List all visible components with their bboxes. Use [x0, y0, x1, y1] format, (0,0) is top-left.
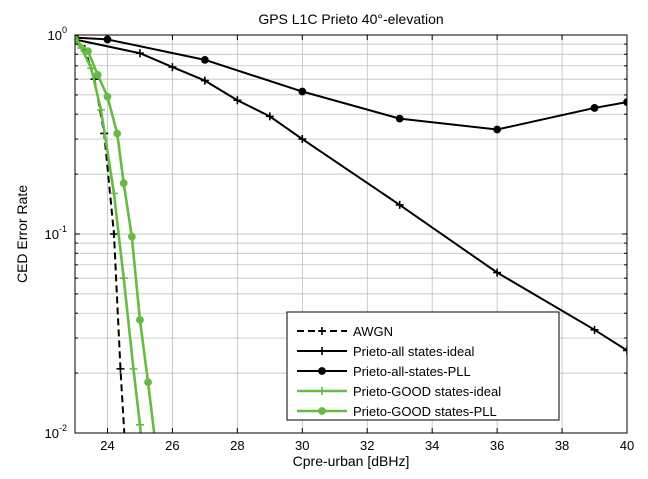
plus-marker [135, 420, 144, 429]
y-tick-label: 10-2 [45, 423, 67, 441]
x-tick-label: 30 [295, 438, 309, 453]
x-tick-label: 24 [100, 438, 114, 453]
plus-marker [590, 325, 599, 334]
plus-marker [318, 387, 326, 395]
plus-marker [129, 364, 138, 373]
plus-marker [265, 112, 274, 121]
legend-label: AWGN [353, 324, 393, 339]
dot-marker [119, 179, 128, 188]
plus-marker [318, 347, 326, 355]
plus-marker [200, 76, 209, 85]
dot-marker [84, 47, 92, 56]
dot-marker [144, 378, 152, 387]
dot-marker [318, 367, 326, 375]
plus-marker [119, 274, 128, 283]
plus-marker [96, 105, 105, 114]
y-axis-label: CED Error Rate [14, 185, 30, 283]
series-line [75, 38, 156, 433]
legend: AWGN Prieto-all states-ideal Prieto-all-st… [286, 311, 560, 421]
plus-marker [109, 189, 118, 198]
series-line [75, 36, 627, 131]
x-tick-label: 28 [230, 438, 244, 453]
legend-entry: AWGN [297, 324, 393, 339]
legend-entry: Prieto-GOOD states-ideal [297, 384, 501, 399]
dot-marker [493, 125, 502, 134]
dot-marker [103, 92, 112, 101]
x-tick-labels: 24 26 28 30 32 34 36 38 40 [100, 438, 634, 453]
plus-marker [493, 268, 502, 277]
y-tick-label: 10-1 [45, 224, 67, 242]
plus-marker [168, 63, 177, 72]
dot-marker [200, 55, 209, 64]
series-layer [75, 35, 627, 433]
x-tick-label: 38 [555, 438, 569, 453]
dot-marker [590, 104, 599, 112]
dot-marker [298, 87, 307, 96]
plus-marker [298, 135, 307, 144]
plus-marker [116, 364, 125, 373]
chart-title: GPS L1C Prieto 40°-elevation [258, 11, 443, 27]
dot-marker [318, 407, 326, 415]
y-tick-label: 100 [48, 25, 67, 43]
y-tick-labels: 100 10-1 10-2 [45, 25, 67, 441]
legend-label: Prieto-GOOD states-ideal [353, 384, 501, 399]
legend-entry: Prieto-GOOD states-PLL [297, 404, 497, 419]
dot-marker [136, 316, 144, 324]
legend-label: Prieto-all states-ideal [353, 344, 474, 359]
legend-label: Prieto-all-states-PLL [353, 364, 471, 379]
plus-marker [233, 96, 242, 105]
legend-entry: Prieto-all states-ideal [297, 344, 474, 359]
tick-marks [75, 35, 628, 434]
dot-marker [75, 35, 79, 44]
x-axis-label: Cpre-urban [dBHz] [293, 453, 410, 469]
x-tick-label: 32 [360, 438, 374, 453]
x-tick-label: 40 [620, 438, 634, 453]
dot-marker [113, 129, 122, 138]
dot-marker [93, 71, 102, 79]
plus-marker [623, 346, 627, 355]
plus-marker [318, 327, 326, 335]
plus-marker [395, 200, 404, 209]
plus-marker [135, 49, 144, 58]
x-tick-label: 34 [425, 438, 439, 453]
plot-area [74, 34, 628, 434]
dot-marker [127, 232, 136, 241]
dot-marker [395, 114, 404, 123]
series-prieto-all-states-ideal [75, 35, 627, 355]
plus-marker [109, 230, 118, 238]
x-tick-label: 26 [165, 438, 179, 453]
legend-entry: Prieto-all-states-PLL [297, 364, 471, 379]
x-tick-label: 36 [490, 438, 504, 453]
legend-label: Prieto-GOOD states-PLL [353, 404, 497, 419]
series-prieto-good-states-pll [75, 35, 156, 433]
